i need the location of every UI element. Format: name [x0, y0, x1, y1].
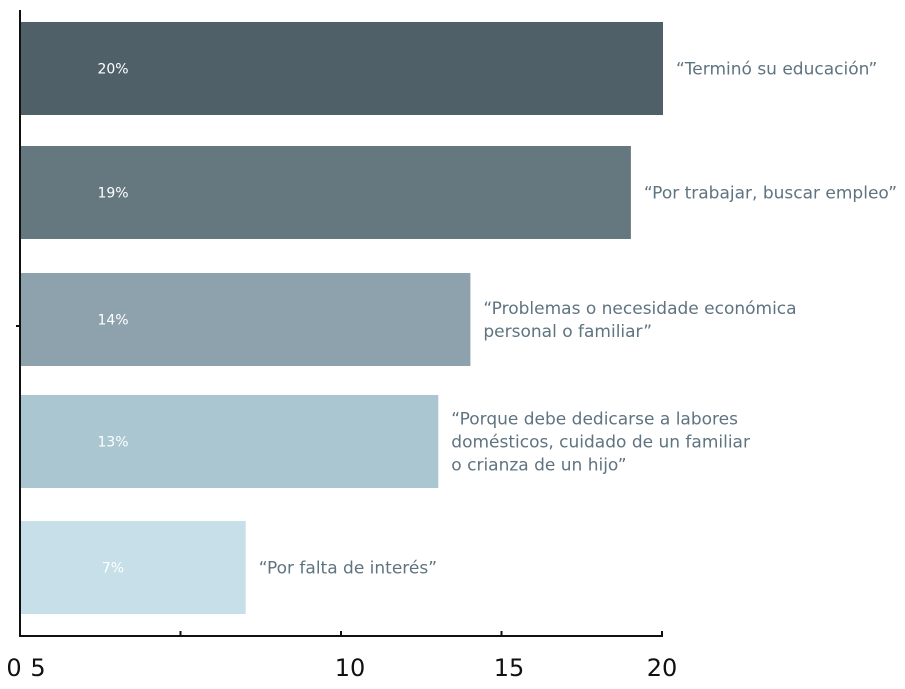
bar-category-label: “Terminó su educación”: [676, 60, 877, 80]
x-tick-label: 5: [30, 654, 45, 682]
bar-value-label: 20%: [97, 62, 128, 78]
bar-value-label: 19%: [97, 186, 128, 202]
x-tick-label: 15: [494, 654, 525, 682]
bar-category-label: “Problemas o necesidade económica persona…: [483, 299, 796, 342]
bar: [21, 273, 471, 366]
x-tick-label: 0: [6, 654, 21, 682]
bar: [21, 395, 439, 488]
x-axis: 0 5 10 15 20: [6, 10, 677, 682]
x-tick-label: 20: [647, 654, 678, 682]
bar-value-label: 7%: [102, 561, 124, 577]
bars-group: 20% “Terminó su educación” 19% “Por trabaja…: [21, 22, 897, 614]
bar-category-label: “Por falta de interés”: [259, 559, 437, 579]
bar-value-label: 14%: [97, 313, 128, 329]
bar-category-label: “Porque debe dedicarse a labores doméstic…: [451, 410, 750, 476]
x-tick-label: 10: [335, 654, 366, 682]
bar: [21, 146, 631, 239]
bar: [21, 521, 246, 614]
bar-value-label: 13%: [97, 435, 128, 451]
bar: [21, 22, 663, 115]
bar-category-label: “Por trabajar, buscar empleo”: [644, 184, 897, 204]
